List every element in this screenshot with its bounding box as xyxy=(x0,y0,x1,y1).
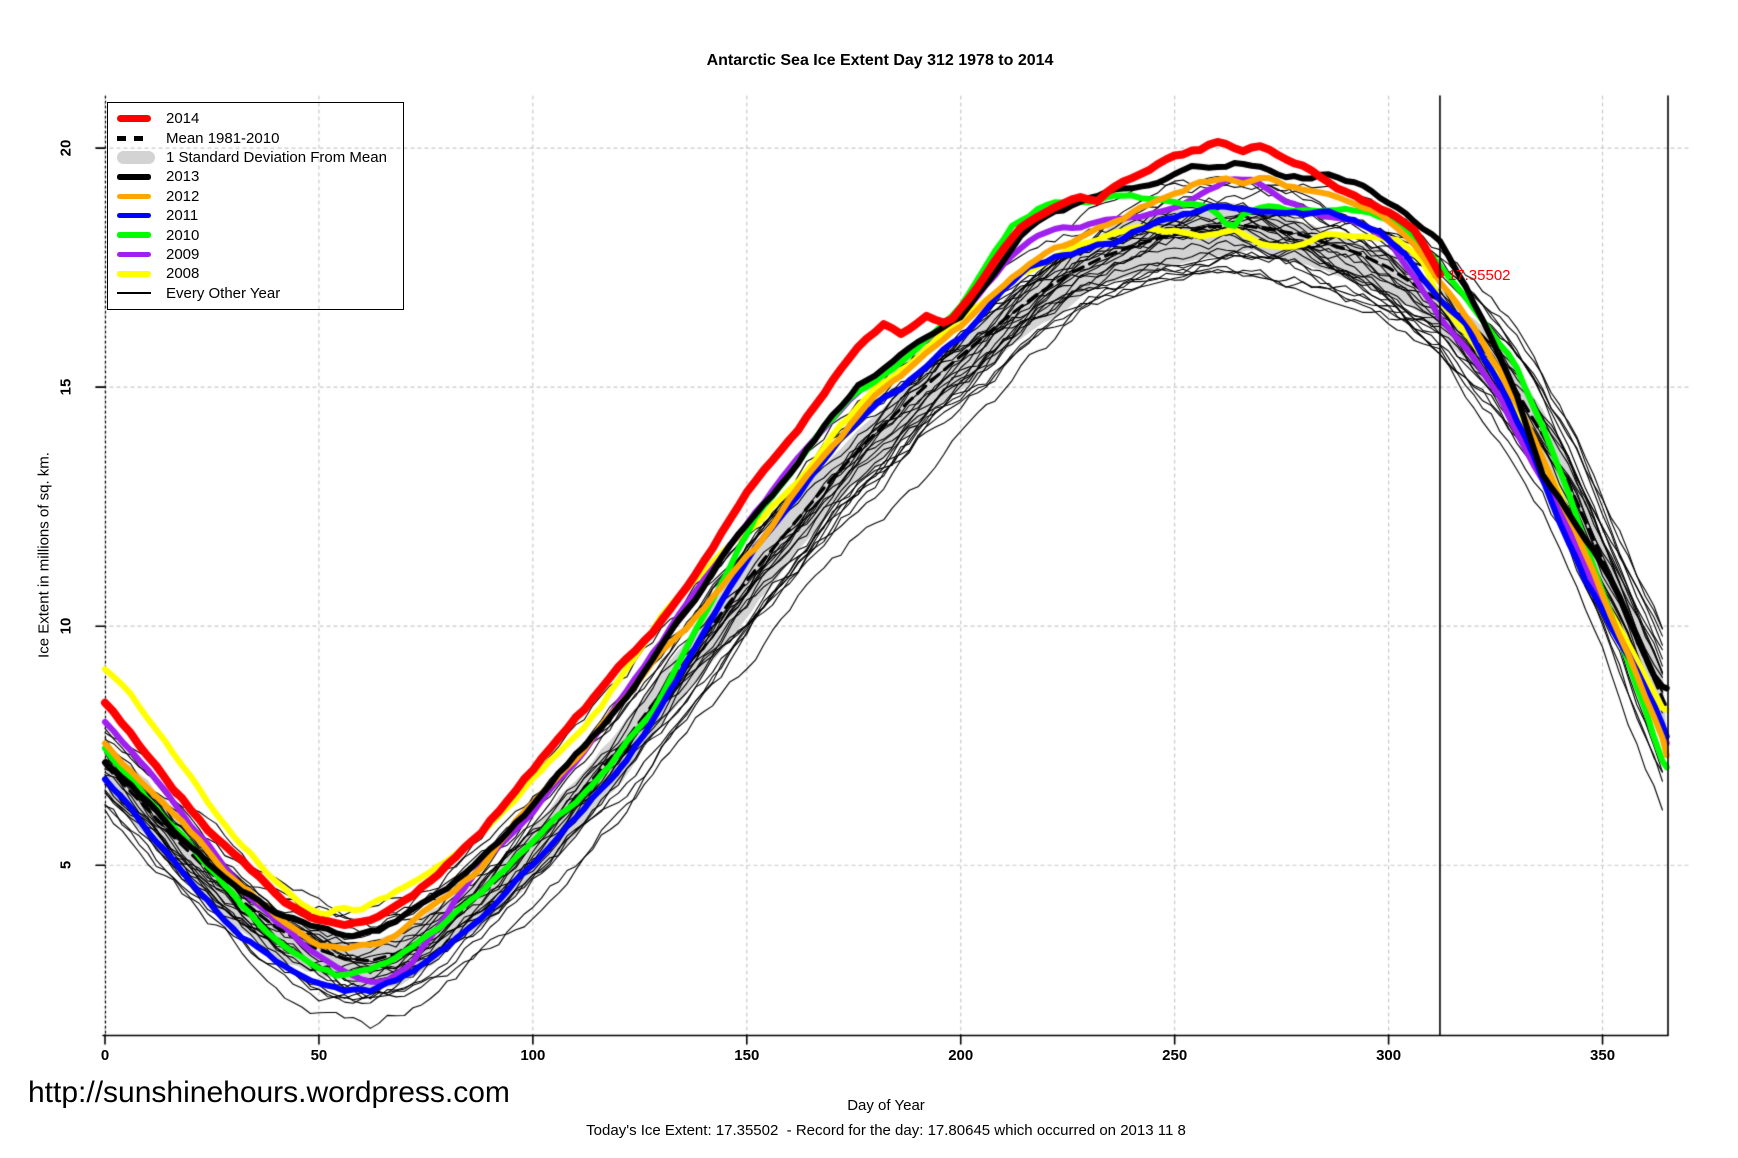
legend-item-label: 2008 xyxy=(166,265,200,283)
x-tick-label: 200 xyxy=(948,1047,974,1064)
legend-swatch xyxy=(117,251,157,258)
legend-swatch xyxy=(117,271,157,277)
x-tick-label: 100 xyxy=(520,1047,546,1064)
legend-item-label: 2011 xyxy=(166,207,199,225)
y-tick-label: 10 xyxy=(57,617,75,635)
x-tick-label: 0 xyxy=(100,1047,110,1064)
legend-swatch xyxy=(117,232,157,238)
y-tick-label: 5 xyxy=(57,861,75,870)
chart-title: Antarctic Sea Ice Extent Day 312 1978 to… xyxy=(706,52,1054,69)
x-tick-label: 350 xyxy=(1590,1047,1616,1064)
legend: 2014 Mean 1981-2010 1 Standard Deviation F… xyxy=(107,102,404,310)
legend-item-2010: 2010 xyxy=(108,225,403,244)
status-line: Today's Ice Extent: 17.35502 - Record fo… xyxy=(586,1122,1186,1139)
legend-item-label: 2010 xyxy=(166,226,200,244)
legend-item-2011: 2011 xyxy=(108,206,403,225)
legend-swatch xyxy=(117,292,157,294)
legend-swatch xyxy=(117,174,157,180)
legend-item-label: Every Other Year xyxy=(166,284,281,302)
legend-item-2008: 2008 xyxy=(108,264,403,283)
legend-item-2013: 2013 xyxy=(108,167,403,186)
legend-swatch xyxy=(117,212,157,219)
legend-item-label: 2013 xyxy=(166,168,200,186)
legend-item-mean-1981-2010: Mean 1981-2010 xyxy=(108,128,403,147)
watermark-url: http://sunshinehours.wordpress.com xyxy=(28,1076,510,1109)
legend-item-2012: 2012 xyxy=(108,187,403,206)
legend-item-every-other-year: Every Other Year xyxy=(108,284,403,303)
legend-swatch xyxy=(117,115,157,123)
legend-swatch xyxy=(117,150,157,164)
x-tick-label: 50 xyxy=(310,1047,328,1064)
y-tick-label: 20 xyxy=(57,139,75,157)
legend-item-label: 1 Standard Deviation From Mean xyxy=(166,148,387,166)
legend-item-label: 2009 xyxy=(166,245,200,263)
x-tick-label: 300 xyxy=(1376,1047,1402,1064)
legend-item-label: Mean 1981-2010 xyxy=(166,129,280,147)
legend-item-1-standard-deviation-from-mean: 1 Standard Deviation From Mean xyxy=(108,148,403,167)
legend-item-label: 2012 xyxy=(166,187,200,205)
x-axis-label: Day of Year xyxy=(847,1097,925,1114)
legend-swatch xyxy=(117,135,157,141)
legend-swatch xyxy=(117,193,157,199)
x-tick-label: 250 xyxy=(1162,1047,1188,1064)
legend-item-2009: 2009 xyxy=(108,245,403,264)
y-axis-label: Ice Extent in millions of sq. km. xyxy=(35,452,53,658)
legend-item-2014: 2014 xyxy=(108,109,403,128)
current-value-annotation: 17.35502 xyxy=(1447,266,1511,284)
y-tick-label: 15 xyxy=(57,378,75,396)
x-tick-label: 150 xyxy=(734,1047,760,1064)
legend-item-label: 2014 xyxy=(166,110,200,128)
